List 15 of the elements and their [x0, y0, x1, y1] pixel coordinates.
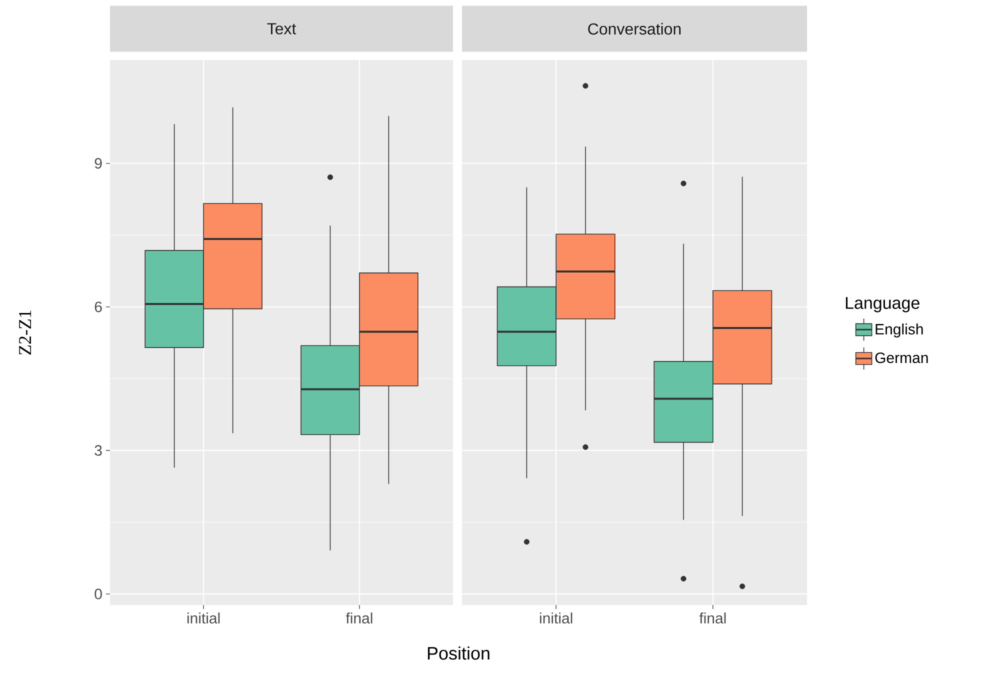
x-tick-label: final [699, 612, 726, 624]
chart-title: Conversation [588, 22, 681, 35]
y-tick-label: 0 [94, 588, 102, 600]
y-tick-label: 6 [94, 302, 102, 312]
y-axis-title: Z2-Z1 [19, 310, 31, 355]
chart-title: Text [267, 23, 296, 34]
x-tick-label: initial [540, 612, 572, 624]
x-axis-title: Position [428, 646, 490, 660]
legend-label: German [875, 352, 928, 364]
x-tick-label: initial [187, 612, 220, 624]
x-tick-label: final [346, 612, 372, 624]
legend-title: Language [846, 297, 920, 312]
y-tick-label: 9 [94, 158, 102, 169]
legend-label: English [876, 324, 923, 338]
y-tick-label: 3 [94, 445, 102, 456]
